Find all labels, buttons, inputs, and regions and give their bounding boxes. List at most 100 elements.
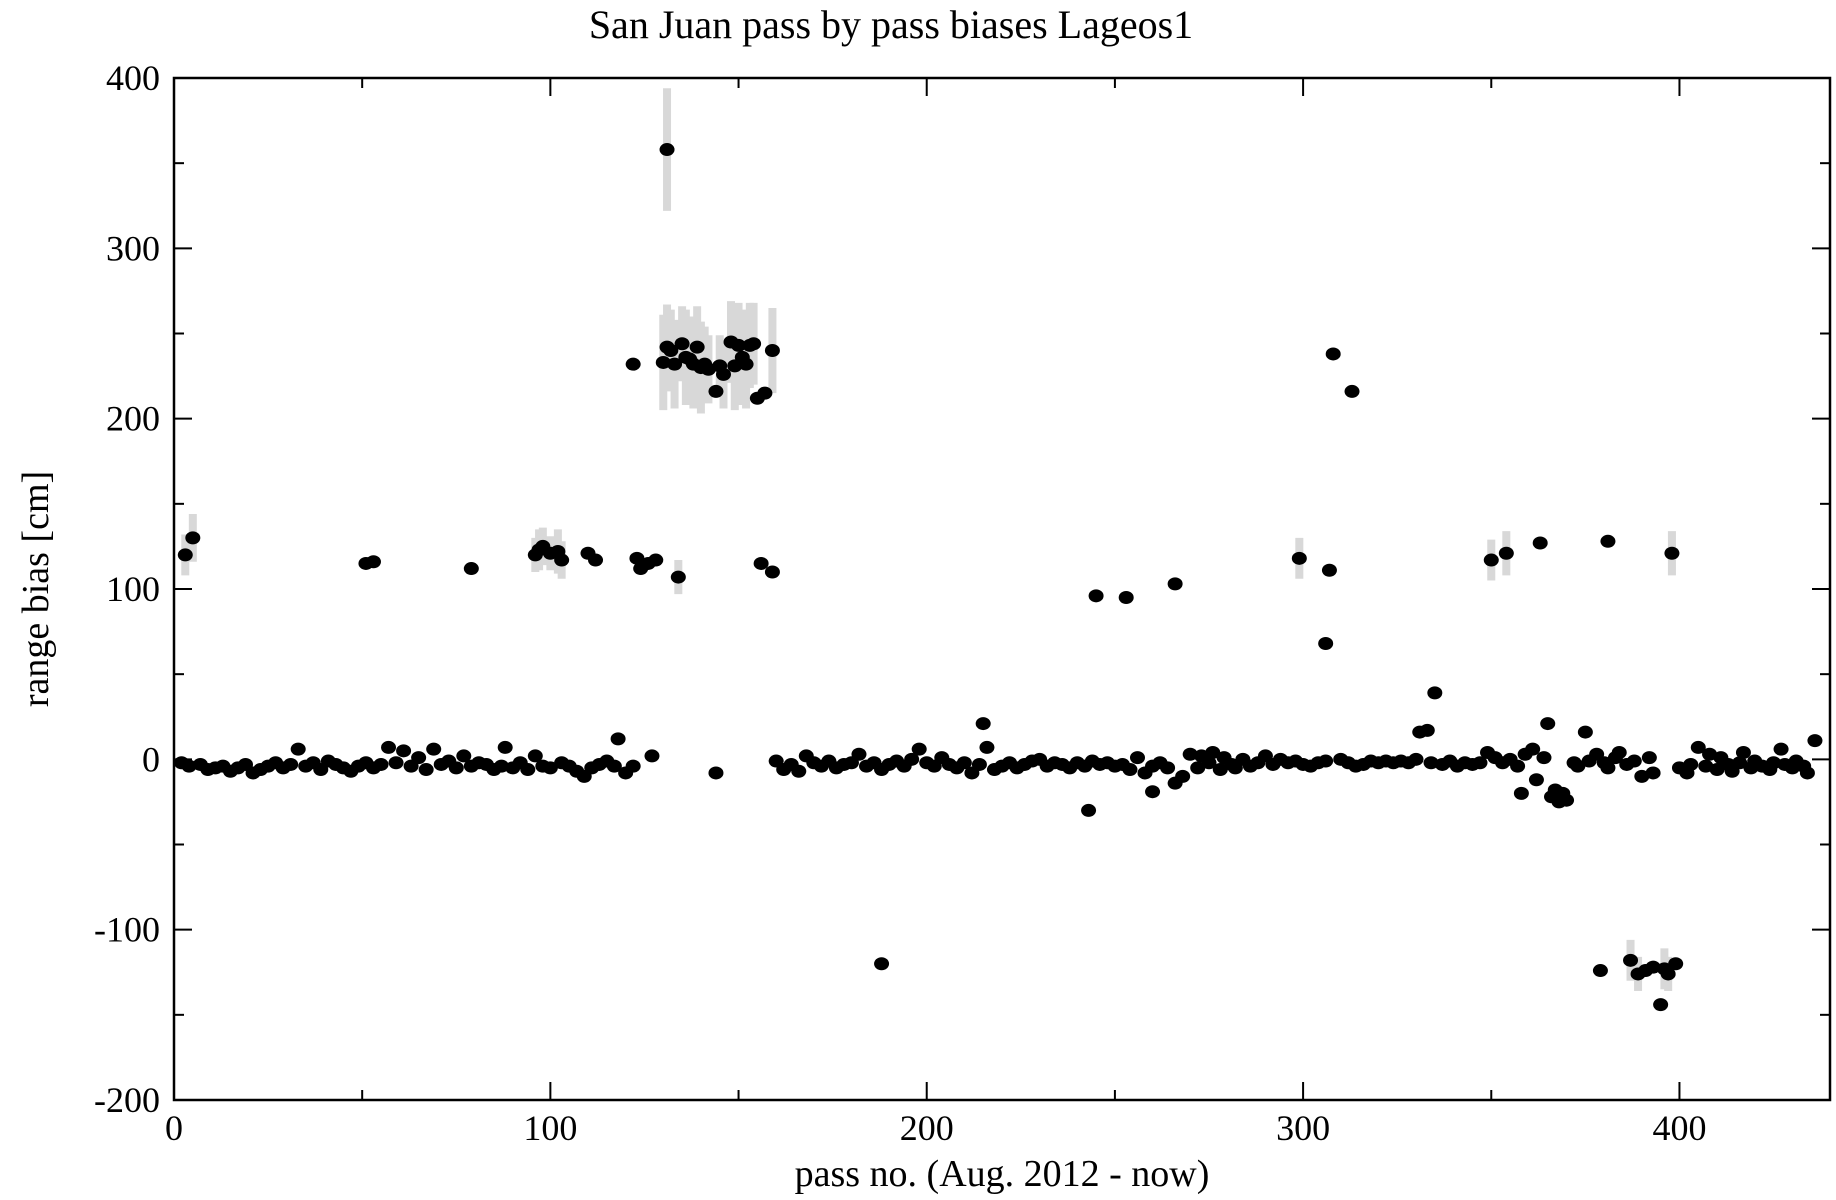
data-point (715, 367, 731, 381)
data-point (1540, 717, 1556, 731)
data-point (610, 732, 626, 746)
data-point (426, 742, 442, 756)
x-tick-label: 400 (1652, 1108, 1706, 1148)
data-point (1709, 763, 1725, 777)
data-point (520, 763, 536, 777)
data-point (979, 740, 995, 754)
data-point (411, 751, 427, 765)
data-point (185, 531, 201, 545)
data-point (493, 759, 509, 773)
data-point (904, 752, 920, 766)
data-point (1190, 761, 1206, 775)
data-point (1592, 964, 1608, 978)
data-point (381, 740, 397, 754)
x-tick-label: 300 (1276, 1108, 1330, 1148)
y-tick-label: 400 (106, 58, 160, 98)
data-point (1525, 742, 1541, 756)
chart-title: San Juan pass by pass biases Lageos1 (589, 2, 1193, 47)
data-point (1201, 756, 1217, 770)
data-point (1321, 563, 1337, 577)
data-point (1532, 536, 1548, 550)
data-point (1205, 746, 1221, 760)
data-point (674, 337, 690, 351)
data-point (606, 759, 622, 773)
data-point (1122, 763, 1138, 777)
data-point (1118, 591, 1134, 605)
data-point (1318, 754, 1334, 768)
data-point (644, 749, 660, 763)
data-point (1081, 803, 1097, 817)
data-point (1653, 998, 1669, 1012)
data-point (1611, 746, 1627, 760)
data-point (1668, 957, 1684, 971)
data-point (418, 763, 434, 777)
y-tick-label: 0 (142, 739, 160, 779)
data-point (731, 338, 747, 352)
data-point (588, 553, 604, 567)
data-point (663, 344, 679, 358)
x-tick-label: 100 (523, 1108, 577, 1148)
data-point (956, 756, 972, 770)
data-point (753, 556, 769, 570)
data-point (1291, 551, 1307, 565)
data-point (463, 562, 479, 576)
data-point (181, 759, 197, 773)
data-point (448, 761, 464, 775)
data-point (1570, 759, 1586, 773)
data-point (1735, 746, 1751, 760)
data-point (1766, 756, 1782, 770)
data-point (1623, 953, 1639, 967)
x-tick-label: 200 (900, 1108, 954, 1148)
data-point (1483, 553, 1499, 567)
data-point (1423, 756, 1439, 770)
data-point (1160, 761, 1176, 775)
data-point (667, 357, 683, 371)
data-point (1419, 723, 1435, 737)
data-point (1773, 742, 1789, 756)
data-point (1690, 740, 1706, 754)
data-point (1498, 546, 1514, 560)
data-point (1513, 786, 1529, 800)
data-point (396, 744, 412, 758)
data-point (625, 759, 641, 773)
data-point (1325, 347, 1341, 361)
plot-frame (172, 76, 1832, 1102)
data-point (1799, 766, 1815, 780)
data-point (1167, 577, 1183, 591)
data-point (1088, 589, 1104, 603)
data-point (851, 747, 867, 761)
y-tick-label: 200 (106, 399, 160, 439)
data-point (1577, 725, 1593, 739)
data-point (177, 548, 193, 562)
y-tick-label: -100 (94, 910, 160, 950)
data-point (1145, 785, 1161, 799)
data-point (757, 386, 773, 400)
data-point (1182, 747, 1198, 761)
data-point (874, 957, 890, 971)
data-point (1732, 756, 1748, 770)
data-point (283, 757, 299, 771)
data-point (388, 756, 404, 770)
data-point (497, 740, 513, 754)
data-point (746, 337, 762, 351)
data-point (1641, 751, 1657, 765)
data-point (1600, 761, 1616, 775)
axis-ticks (173, 77, 1830, 1101)
data-point (1664, 546, 1680, 560)
data-point (1344, 384, 1360, 398)
data-point (971, 757, 987, 771)
data-point (1559, 793, 1575, 807)
data-point (1318, 637, 1334, 651)
data-point (648, 553, 664, 567)
data-point (373, 757, 389, 771)
data-point (911, 742, 927, 756)
data-point (1408, 752, 1424, 766)
data-point (689, 340, 705, 354)
x-tick-label: 0 (165, 1108, 183, 1148)
data-point (1472, 756, 1488, 770)
data-point (670, 570, 686, 584)
data-point (365, 555, 381, 569)
y-tick-label: 300 (106, 228, 160, 268)
error-bars (181, 88, 1676, 991)
data-point (1600, 534, 1616, 548)
